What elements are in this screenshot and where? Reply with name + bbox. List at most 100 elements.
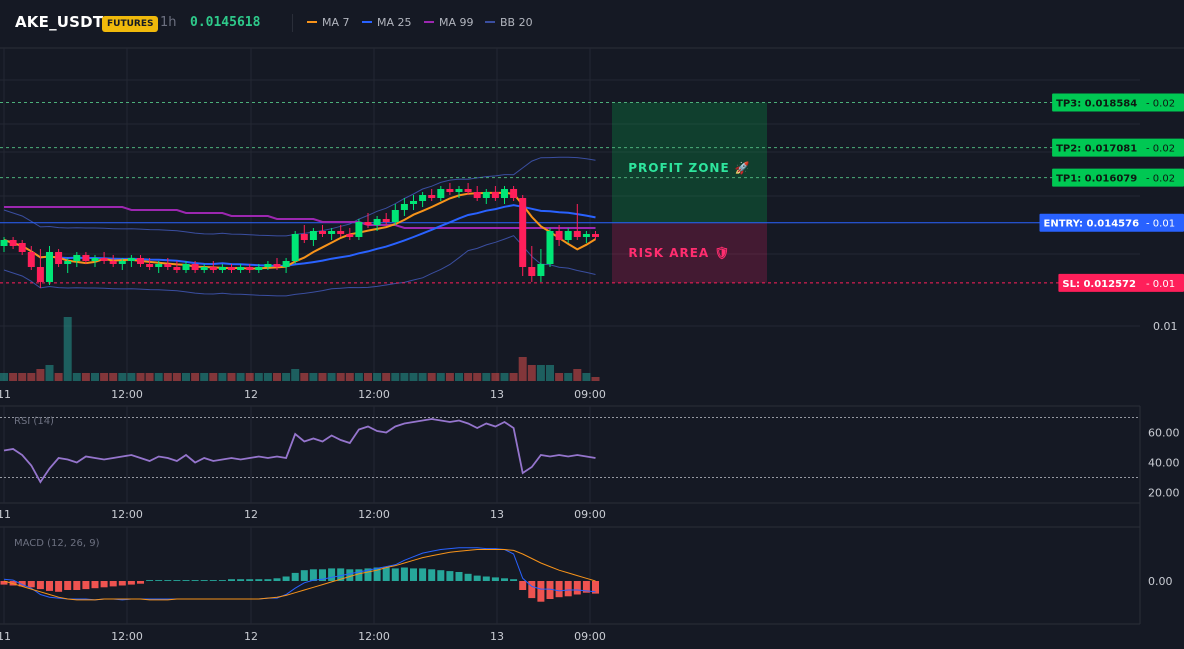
candle-body [464, 189, 472, 192]
volume-bar [218, 373, 227, 381]
volume-bar [27, 373, 36, 381]
timeframe-label[interactable]: 1h [160, 15, 177, 30]
macd-hist-bar [209, 580, 217, 581]
macd-hist-bar [473, 575, 481, 581]
rsi-line [3, 418, 596, 484]
bollinger-bands [3, 156, 596, 297]
x-tick-label: 12:00 [111, 388, 143, 401]
candle-body [209, 267, 217, 270]
macd-hist-bar [200, 580, 208, 581]
candle-body [9, 240, 17, 246]
macd-hist-bar [355, 569, 363, 581]
x-tick-label: 12:00 [111, 630, 143, 643]
level-tag-tp3-value: - 0.02 [1146, 98, 1175, 109]
futures-badge: FUTURES [102, 16, 159, 32]
macd-hist-bar [300, 570, 308, 581]
legend-ma99-label: MA 99 [439, 16, 474, 29]
volume-bar [136, 373, 145, 381]
macd-line [3, 547, 596, 601]
volume-bar [536, 365, 545, 381]
macd-hist-bar [36, 581, 44, 590]
volume-bar [482, 373, 491, 381]
candle-body [182, 264, 190, 270]
macd-hist-bar [419, 568, 427, 581]
macd-hist-bar [137, 581, 144, 584]
macd-hist-bar [573, 581, 581, 595]
volume-bar [427, 373, 436, 381]
candle-body [555, 231, 563, 240]
axes: 11 12:00 12 12:00 13 09:00 11 12:00 12 12:00 13 09:… [0, 320, 1178, 643]
candle-body [482, 192, 490, 198]
macd-hist-bar [264, 579, 272, 581]
x-tick-label: 12 [244, 388, 258, 401]
level-tag-tp3 [1052, 93, 1184, 112]
legend-ma7[interactable]: MA 7 [307, 16, 350, 29]
macd-hist-bar [382, 567, 390, 581]
macd-hist-bar [228, 579, 235, 581]
x-tick-label: 11 [0, 388, 11, 401]
ma99-line [4, 206, 596, 229]
symbol-label[interactable]: AKE_USDT [15, 13, 104, 31]
candle-body [546, 231, 554, 264]
macd-hist-bar [364, 568, 372, 581]
macd-hist-bar [537, 581, 545, 602]
macd-hist-bar [64, 581, 72, 590]
volume-bar [145, 373, 154, 381]
macd-hist-bar [328, 568, 336, 581]
candle-body [191, 264, 199, 270]
volume-bar [382, 373, 391, 381]
volume-bar [127, 373, 136, 381]
candle-body [373, 219, 381, 225]
macd-hist-bar [464, 573, 472, 581]
rsi-y-tick: 40.00 [1148, 457, 1180, 470]
candle-body [382, 219, 390, 222]
candle-body [291, 234, 299, 261]
candle-body [0, 240, 8, 246]
last-price: 0.0145618 [190, 15, 261, 30]
candle-body [218, 267, 226, 270]
macd-hist-bar [55, 581, 63, 592]
macd-hist-bar [246, 579, 254, 581]
macd-hist-bar [337, 568, 345, 581]
legend-bb20[interactable]: BB 20 [485, 16, 533, 29]
volume-bar [172, 373, 181, 381]
legend-bb20-label: BB 20 [500, 16, 533, 29]
legend-ma7-label: MA 7 [322, 16, 350, 29]
macd-hist-bar [255, 579, 263, 581]
macd-hist-bar [164, 580, 172, 581]
macd-hist-bar [0, 581, 8, 585]
legend-ma25[interactable]: MA 25 [362, 16, 412, 29]
rsi-y-tick: 60.00 [1148, 427, 1180, 440]
volume-bar [245, 373, 254, 381]
macd-hist-bar [592, 581, 599, 594]
macd-hist-bar [482, 576, 490, 581]
candle-body [582, 234, 590, 237]
y-tick-label: 0.01 [1153, 320, 1178, 333]
level-tag-tp3-label: TP3: 0.018584 [1056, 98, 1137, 109]
volume-bar [91, 373, 99, 381]
candle-body [537, 264, 545, 276]
x-tick-label: 11 [0, 630, 11, 643]
x-tick-label: 13 [490, 388, 504, 401]
candle-body [300, 234, 308, 240]
candle-body [419, 195, 427, 201]
volume-bar [400, 373, 409, 381]
macd-hist-bar [27, 581, 35, 588]
volume-bar [364, 373, 372, 381]
legend-ma99[interactable]: MA 99 [424, 16, 474, 29]
risk-area-label: RISK AREA 🛡 [628, 246, 730, 260]
volume-bar [9, 373, 18, 381]
profit-zone [612, 102, 767, 223]
candle-body [137, 258, 144, 264]
level-tag-tp1-value: - 0.02 [1146, 174, 1175, 185]
volume-bar [455, 373, 463, 381]
candle-body [519, 198, 527, 267]
candle-body [200, 267, 208, 270]
candle-body [146, 264, 154, 267]
candle-body [410, 201, 417, 204]
volume-bar [309, 373, 318, 381]
macd-hist-bar [510, 579, 518, 581]
level-lines [0, 101, 1140, 284]
volume-bar [273, 373, 281, 381]
